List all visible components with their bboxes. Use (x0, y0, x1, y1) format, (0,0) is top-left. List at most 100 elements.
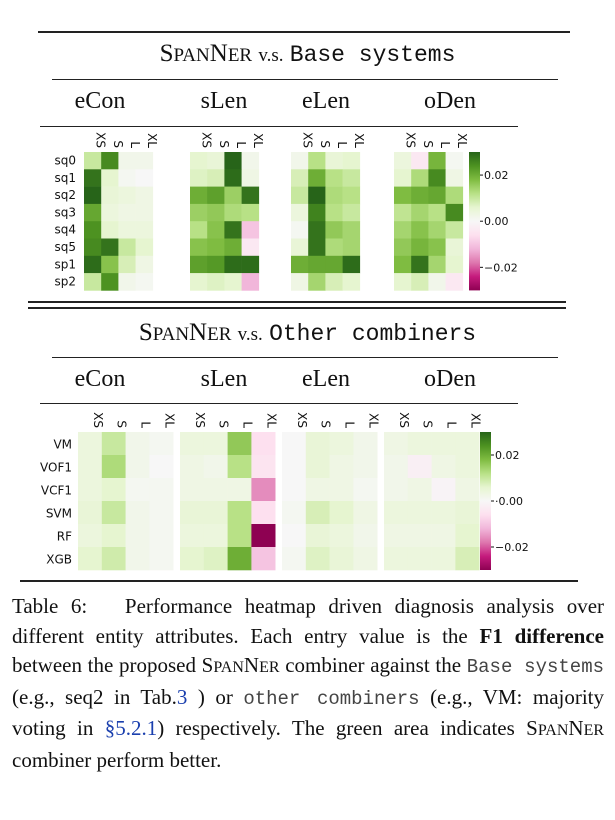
section1-header-rule (40, 126, 518, 127)
column-label: S (217, 140, 231, 148)
heatmap-cell (428, 273, 446, 291)
heatmap-cell (118, 152, 136, 170)
heatmap-cell (308, 186, 326, 205)
heatmap-cell (135, 273, 154, 291)
panel1-header-econ: eCon (74, 88, 126, 114)
heatmap-cell (407, 478, 432, 502)
heatmap-cell (411, 203, 429, 222)
heatmap-cell (445, 255, 464, 274)
heatmap-cell (291, 186, 309, 205)
heatmap-cell (135, 238, 154, 257)
heatmap-cell (207, 273, 225, 291)
heatmap-cell (224, 238, 242, 257)
heatmap-cell (84, 255, 102, 274)
heatmap-cell (190, 221, 208, 239)
column-label: XL (162, 413, 176, 428)
heatmap-cell (251, 547, 276, 571)
section2-title-rule (52, 357, 558, 358)
heatmap-cell (190, 152, 208, 170)
heatmap-cell (203, 547, 228, 571)
heatmap-cell (241, 273, 260, 291)
heatmap-cell (428, 238, 446, 257)
heatmap-cell (84, 169, 102, 187)
heatmap-cell (78, 524, 103, 548)
heatmap-cell (241, 169, 260, 187)
heatmap-cell (101, 203, 119, 222)
heatmap-cell (455, 432, 480, 456)
heatmap-cell (118, 238, 136, 257)
heatmap-cell (84, 273, 102, 291)
heatmap-cell (394, 203, 412, 222)
heatmap-cell (251, 524, 276, 548)
panel1-header-slen: sLen (200, 88, 248, 114)
heatmap-cell (329, 501, 354, 525)
column-label: XL (145, 133, 159, 148)
heatmap-cell (291, 169, 309, 187)
heatmap-cell (431, 478, 456, 502)
heatmap-cell (180, 501, 205, 525)
heatmap-cell (101, 455, 126, 479)
column-label: L (438, 141, 452, 148)
heatmap-cell (291, 152, 309, 170)
row-label: sq5 (54, 240, 76, 254)
heatmap-cell (353, 547, 378, 571)
heatmap-cell (190, 255, 208, 274)
panel2-header-slen: sLen (200, 366, 248, 392)
heatmap-cell (407, 432, 432, 456)
heatmap-cell (224, 203, 242, 222)
heatmap-cell (224, 273, 242, 291)
heatmap-cell (308, 169, 326, 187)
column-label: XS (404, 132, 418, 148)
heatmap-cell (78, 478, 103, 502)
column-label: L (335, 141, 349, 148)
heatmap-cell (251, 501, 276, 525)
heatmap-cell (118, 203, 136, 222)
row-label: SVM (46, 507, 72, 521)
column-label: XL (366, 413, 380, 428)
heatmap-cell (411, 186, 429, 205)
heatmap-cell (394, 169, 412, 187)
heatmap-cell (118, 255, 136, 274)
heatmap-cell (282, 524, 307, 548)
heatmap-cell (207, 238, 225, 257)
heatmap-cell (282, 478, 307, 502)
mid-rule-a (28, 301, 566, 303)
heatmap-cell (149, 501, 174, 525)
mid-rule-b (28, 307, 566, 309)
heatmap-cell (224, 221, 242, 239)
heatmap-cell (325, 238, 343, 257)
heatmap-cell (125, 501, 150, 525)
heatmap-cell (411, 152, 429, 170)
heatmap-cell (101, 524, 126, 548)
panel2-header-econ: eCon (74, 366, 126, 392)
heatmap-cell (329, 455, 354, 479)
column-label: L (128, 141, 142, 148)
heatmap-cell (190, 238, 208, 257)
column-label: XS (193, 412, 207, 428)
column-label: S (318, 140, 332, 148)
heatmap-cell (282, 501, 307, 525)
heatmap-cell (203, 501, 228, 525)
heatmap-cell (342, 255, 361, 274)
section2-header-rule (40, 403, 518, 404)
heatmap-cell (291, 273, 309, 291)
heatmap-cell (149, 524, 174, 548)
column-label: S (111, 140, 125, 148)
section1-title-rule (52, 79, 558, 80)
heatmap-cell (384, 455, 409, 479)
heatmap-cell (353, 432, 378, 456)
heatmap-cell (101, 547, 126, 571)
heatmap-cell (325, 152, 343, 170)
caption-ref-section[interactable]: §5.2.1 (104, 716, 158, 740)
heatmap-cell (305, 478, 330, 502)
heatmap-cell (342, 169, 361, 187)
heatmap-cell (78, 432, 103, 456)
heatmap-cell (342, 221, 361, 239)
caption-ref-table[interactable]: 3 (176, 684, 188, 709)
heatmap-cell (118, 273, 136, 291)
heatmap-cell (384, 432, 409, 456)
heatmap-cell (227, 524, 252, 548)
heatmap-cell (78, 501, 103, 525)
row-label: sq2 (54, 188, 76, 202)
